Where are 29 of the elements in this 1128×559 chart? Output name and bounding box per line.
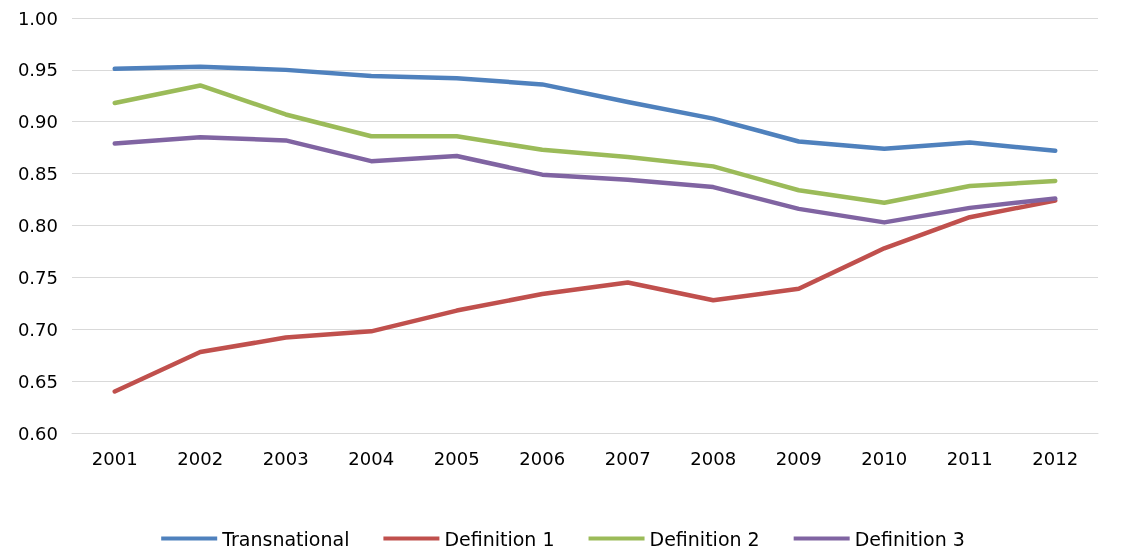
y-tick-label: 1.00 (17, 7, 58, 29)
legend-label: Definition 3 (854, 527, 965, 550)
x-tick-label: 2009 (775, 447, 822, 469)
legend-label: Transnational (221, 527, 350, 550)
x-tick-label: 2004 (348, 447, 395, 469)
y-tick-label: 0.70 (17, 318, 58, 340)
y-tick-label: 0.90 (17, 111, 58, 133)
x-tick-label: 2008 (690, 447, 737, 469)
x-tick-label: 2011 (946, 447, 993, 469)
x-tick-label: 2007 (604, 447, 651, 469)
x-tick-label: 2006 (519, 447, 566, 469)
x-tick-label: 2010 (861, 447, 908, 469)
x-tick-label: 2003 (262, 447, 309, 469)
y-tick-label: 0.75 (17, 266, 58, 288)
line-series (112, 135, 1058, 225)
y-tick-label: 0.60 (17, 422, 58, 444)
line-series (112, 64, 1058, 154)
legend-label: Definition 2 (649, 527, 760, 550)
x-tick-label: 2002 (177, 447, 224, 469)
line-series (112, 198, 1058, 394)
x-tick-label: 2001 (91, 447, 138, 469)
y-tick-label: 0.85 (17, 163, 58, 185)
x-tick-label: 2012 (1032, 447, 1079, 469)
line-series (112, 83, 1058, 205)
legend-label: Definition 1 (444, 527, 555, 550)
y-tick-label: 0.65 (17, 370, 58, 392)
y-tick-label: 0.80 (17, 215, 58, 236)
x-tick-label: 2005 (433, 447, 480, 469)
y-tick-label: 0.95 (17, 59, 58, 81)
